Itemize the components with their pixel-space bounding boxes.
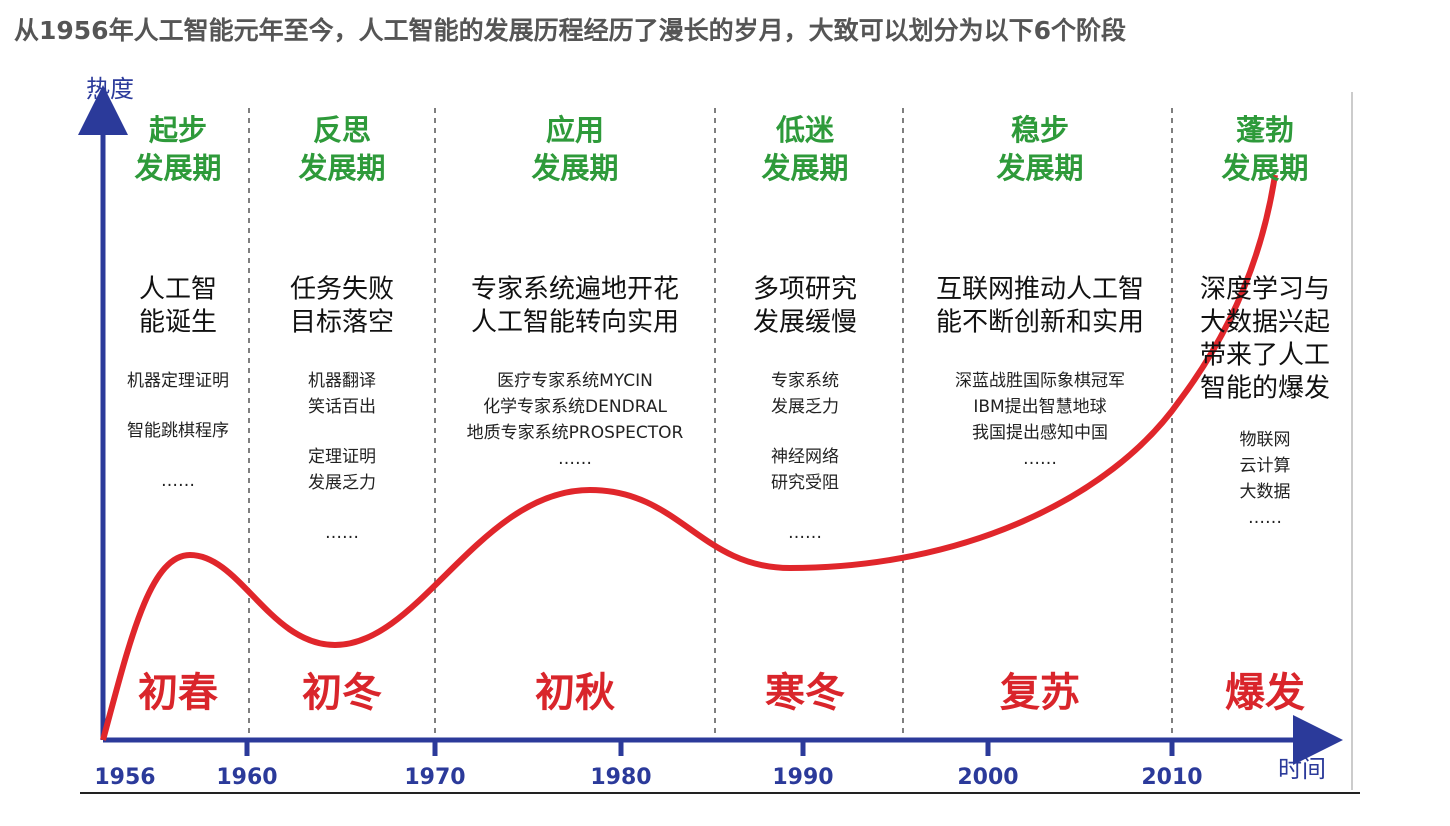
phase-name: 发展期 [530,151,618,185]
phase-season: 初秋 [535,670,615,716]
phase-name: 发展期 [1220,151,1308,185]
phase-name: 发展期 [297,151,385,185]
year-label: 1980 [590,765,651,790]
phase-headline: 专家系统遍地开花 [471,275,679,305]
phase-season: 寒冬 [765,670,845,716]
y-axis-label: 热度 [86,75,134,103]
phase-season: 初春 [138,670,218,716]
phase-name: 发展期 [995,151,1083,185]
phase-headline: 目标落空 [290,308,394,338]
year-label: 1990 [772,765,833,790]
year-label: 1956 [94,765,155,790]
phase-detail: …… [788,523,822,543]
phase-name: 稳步 [1011,113,1069,147]
phase-headline: 人工智 [139,275,217,305]
year-label: 2010 [1141,765,1202,790]
phase-detail: 地质专家系统PROSPECTOR [467,423,684,443]
phase-detail: 神经网络 [771,447,839,467]
phase-detail: …… [1023,449,1057,469]
title: 从1956年人工智能元年至今，人工智能的发展历程经历了漫长的岁月，大致可以划分为… [14,16,1126,45]
phase-headline: 智能的爆发 [1200,374,1330,404]
phase-headline: 大数据兴起 [1200,308,1330,338]
year-label: 2000 [957,765,1018,790]
phase-season: 复苏 [1000,670,1080,716]
phase-detail: 大数据 [1240,482,1291,502]
phase-detail: 云计算 [1240,456,1291,476]
phase-detail: 研究受阻 [771,473,839,493]
x-axis-label: 时间 [1278,755,1326,783]
phase-headline: 任务失败 [290,275,394,305]
phase-detail: 发展乏力 [308,473,376,493]
phase-name: 应用 [546,113,604,147]
phase-headline: 带来了人工 [1200,341,1330,371]
phase-headline: 深度学习与 [1200,275,1330,305]
phase-name: 蓬勃 [1236,113,1294,147]
phase-season: 初冬 [302,670,382,716]
phase-detail: …… [558,449,592,469]
dividers [248,108,1173,738]
phase-detail: 化学专家系统DENDRAL [483,397,667,417]
phase-detail: …… [325,523,359,543]
year-label: 1970 [404,765,465,790]
phase-detail: 物联网 [1240,430,1291,450]
phase-detail: 智能跳棋程序 [127,421,229,441]
phase-detail: 医疗专家系统MYCIN [497,371,653,391]
phase-detail: …… [1248,508,1282,528]
phase-name: 低迷 [775,113,835,147]
hype-curve [100,174,1278,741]
phase-detail: 机器翻译 [308,371,376,391]
phase-detail: 深蓝战胜国际象棋冠军 [955,371,1125,391]
phase-name: 发展期 [133,151,221,185]
phase-detail: 机器定理证明 [127,371,229,391]
phase-name: 起步 [149,113,207,147]
phase-season: 爆发 [1225,670,1305,716]
phase-detail: …… [161,471,195,491]
year-label: 1960 [216,765,277,790]
phase-name: 反思 [313,113,371,147]
phase-headline: 多项研究 [753,275,857,305]
phase-detail: 我国提出感知中国 [972,423,1108,443]
phase-detail: 专家系统 [771,371,839,391]
phase-headline: 发展缓慢 [753,308,857,338]
phase-detail: 笑话百出 [308,397,376,417]
phase-detail: IBM提出智慧地球 [973,397,1106,417]
phase-detail: 定理证明 [308,447,376,467]
phase-headline: 互联网推动人工智 [936,275,1144,305]
phase-headline: 能不断创新和实用 [936,308,1144,338]
phase-headline: 人工智能转向实用 [471,308,679,338]
phase-headline: 能诞生 [139,308,217,338]
phase-name: 发展期 [760,151,848,185]
phase-detail: 发展乏力 [771,397,839,417]
